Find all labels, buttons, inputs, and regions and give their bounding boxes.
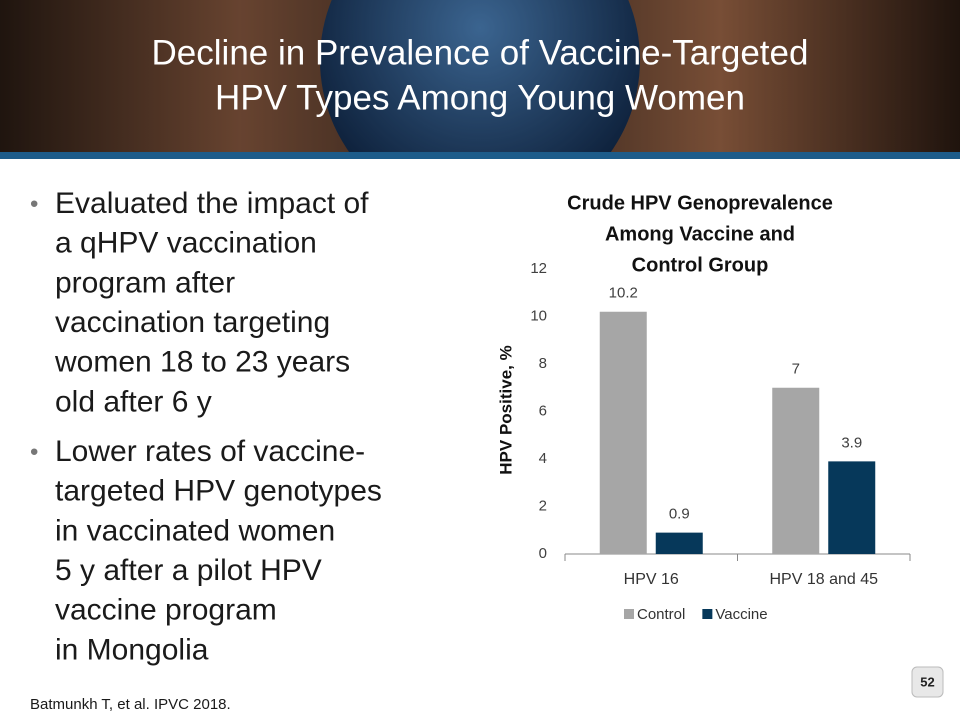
bullet-text: old after 6 y — [55, 385, 212, 418]
bullet-text: in vaccinated women — [55, 514, 335, 547]
chart: Crude HPV Genoprevalence Among Vaccine a… — [496, 192, 832, 474]
y-axis-label: HPV Positive, % — [496, 345, 515, 474]
y-tick-label: 2 — [539, 497, 547, 514]
legend-swatch — [702, 609, 713, 619]
y-tick-label: 0 — [539, 545, 547, 562]
y-tick-label: 12 — [530, 260, 547, 277]
bullet-dot: • — [30, 438, 38, 465]
x-tick-label: HPV 16 — [624, 571, 679, 588]
bar — [655, 532, 703, 554]
legend-label: Control — [637, 606, 685, 623]
page-number: 52 — [920, 674, 934, 689]
bullets: • • — [30, 190, 38, 465]
page-number-box — [911, 666, 944, 698]
bullet-text: women 18 to 23 years — [54, 346, 350, 379]
bullet-text: vaccine program — [55, 594, 277, 627]
value-label: 3.9 — [841, 434, 862, 451]
chart-title: Control Group — [632, 254, 769, 276]
bullet-text: vaccination targeting — [55, 306, 330, 339]
bullet-text: program after — [55, 266, 235, 299]
x-tick-label: HPV 18 and 45 — [769, 571, 878, 588]
y-tick-label: 4 — [539, 450, 547, 467]
chart-title: Crude HPV Genoprevalence — [567, 192, 833, 214]
bullet-text: 5 y after a pilot HPV — [55, 554, 322, 587]
bar — [599, 311, 647, 554]
value-label: 7 — [792, 361, 800, 378]
chart-title: Among Vaccine and — [605, 223, 795, 245]
legend-label: Vaccine — [715, 606, 767, 623]
bar — [772, 387, 820, 554]
footnote: Batmunkh T, et al. IPVC 2018. — [30, 696, 231, 713]
bar — [828, 461, 876, 554]
legend-swatch — [624, 609, 634, 619]
slide-title: HPV Types Among Young Women — [215, 78, 745, 117]
bullet-text: a qHPV vaccination — [55, 227, 317, 260]
y-tick-label: 10 — [530, 307, 547, 324]
header-bar — [0, 152, 960, 159]
bullet-text: Evaluated the impact of — [55, 187, 369, 220]
y-tick-label: 6 — [539, 402, 547, 419]
value-label: 10.2 — [609, 285, 638, 302]
bullet-text: Lower rates of vaccine- — [55, 435, 365, 468]
bullet-text: in Mongolia — [55, 633, 209, 666]
bullet-text: targeted HPV genotypes — [55, 475, 382, 508]
slide-title: Decline in Prevalence of Vaccine-Targete… — [152, 33, 809, 72]
header-image — [0, 0, 960, 152]
y-tick-label: 8 — [539, 355, 547, 372]
bullet-dot: • — [30, 190, 38, 217]
value-label: 0.9 — [669, 506, 690, 523]
